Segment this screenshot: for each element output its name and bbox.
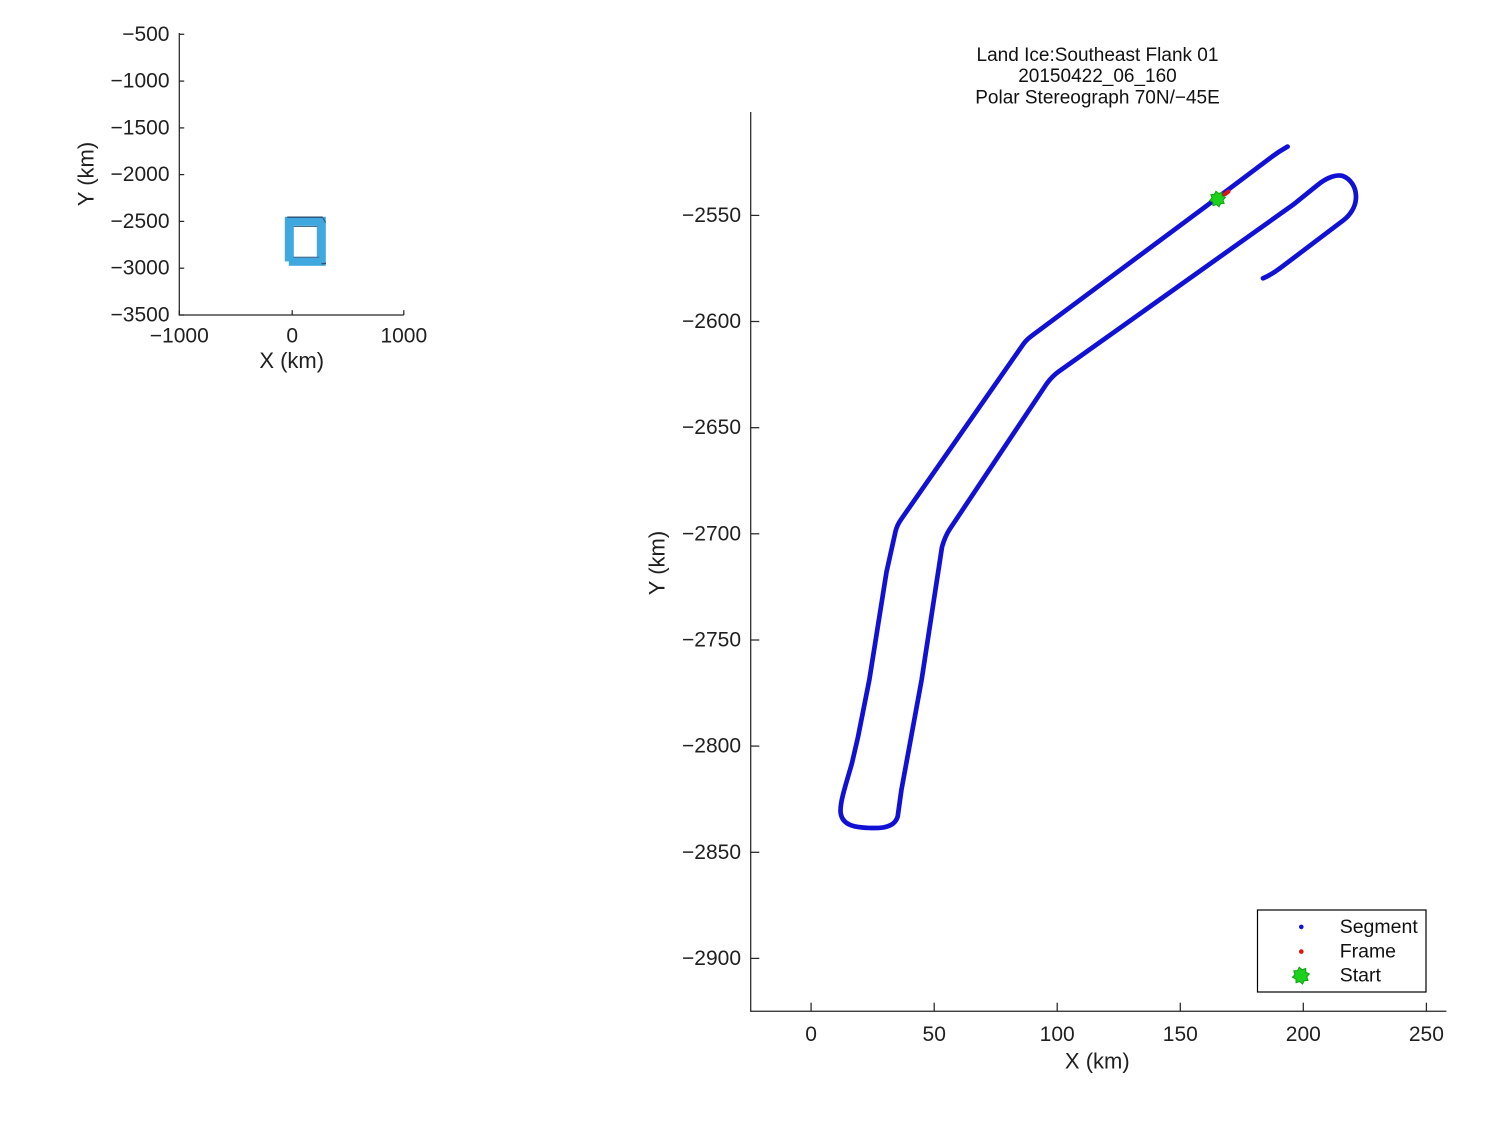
svg-text:−1000: −1000 <box>111 70 170 93</box>
svg-text:0: 0 <box>805 1023 817 1046</box>
svg-text:X (km): X (km) <box>259 348 324 373</box>
svg-text:100: 100 <box>1040 1023 1075 1046</box>
svg-text:0: 0 <box>286 325 298 348</box>
svg-text:−500: −500 <box>122 23 169 46</box>
svg-text:50: 50 <box>923 1023 946 1046</box>
svg-text:Land Ice:Southeast Flank 01: Land Ice:Southeast Flank 01 <box>977 45 1219 66</box>
svg-text:X (km): X (km) <box>1065 1049 1130 1074</box>
svg-text:−3000: −3000 <box>111 257 170 280</box>
svg-text:200: 200 <box>1286 1023 1321 1046</box>
svg-text:−2000: −2000 <box>111 163 170 186</box>
svg-text:−2600: −2600 <box>682 310 741 333</box>
svg-text:250: 250 <box>1409 1023 1444 1046</box>
svg-text:−3500: −3500 <box>111 304 170 327</box>
svg-text:Segment: Segment <box>1340 916 1419 938</box>
svg-text:−2750: −2750 <box>682 629 741 652</box>
svg-text:Polar Stereograph 70N/−45E: Polar Stereograph 70N/−45E <box>975 87 1220 108</box>
svg-text:Frame: Frame <box>1340 941 1396 963</box>
svg-text:−1000: −1000 <box>150 325 209 348</box>
svg-text:−1500: −1500 <box>111 116 170 139</box>
svg-text:−2700: −2700 <box>682 522 741 545</box>
svg-text:Y (km): Y (km) <box>645 531 670 595</box>
svg-text:20150422_06_160: 20150422_06_160 <box>1018 66 1177 87</box>
svg-text:1000: 1000 <box>380 325 427 348</box>
svg-text:−2900: −2900 <box>682 947 741 970</box>
svg-text:Y (km): Y (km) <box>74 142 99 206</box>
svg-text:−2850: −2850 <box>682 841 741 864</box>
svg-text:−2650: −2650 <box>682 416 741 439</box>
svg-text:−2550: −2550 <box>682 204 741 227</box>
svg-text:Start: Start <box>1340 965 1382 987</box>
svg-text:150: 150 <box>1163 1023 1198 1046</box>
svg-text:−2500: −2500 <box>111 210 170 233</box>
svg-text:−2800: −2800 <box>682 735 741 758</box>
